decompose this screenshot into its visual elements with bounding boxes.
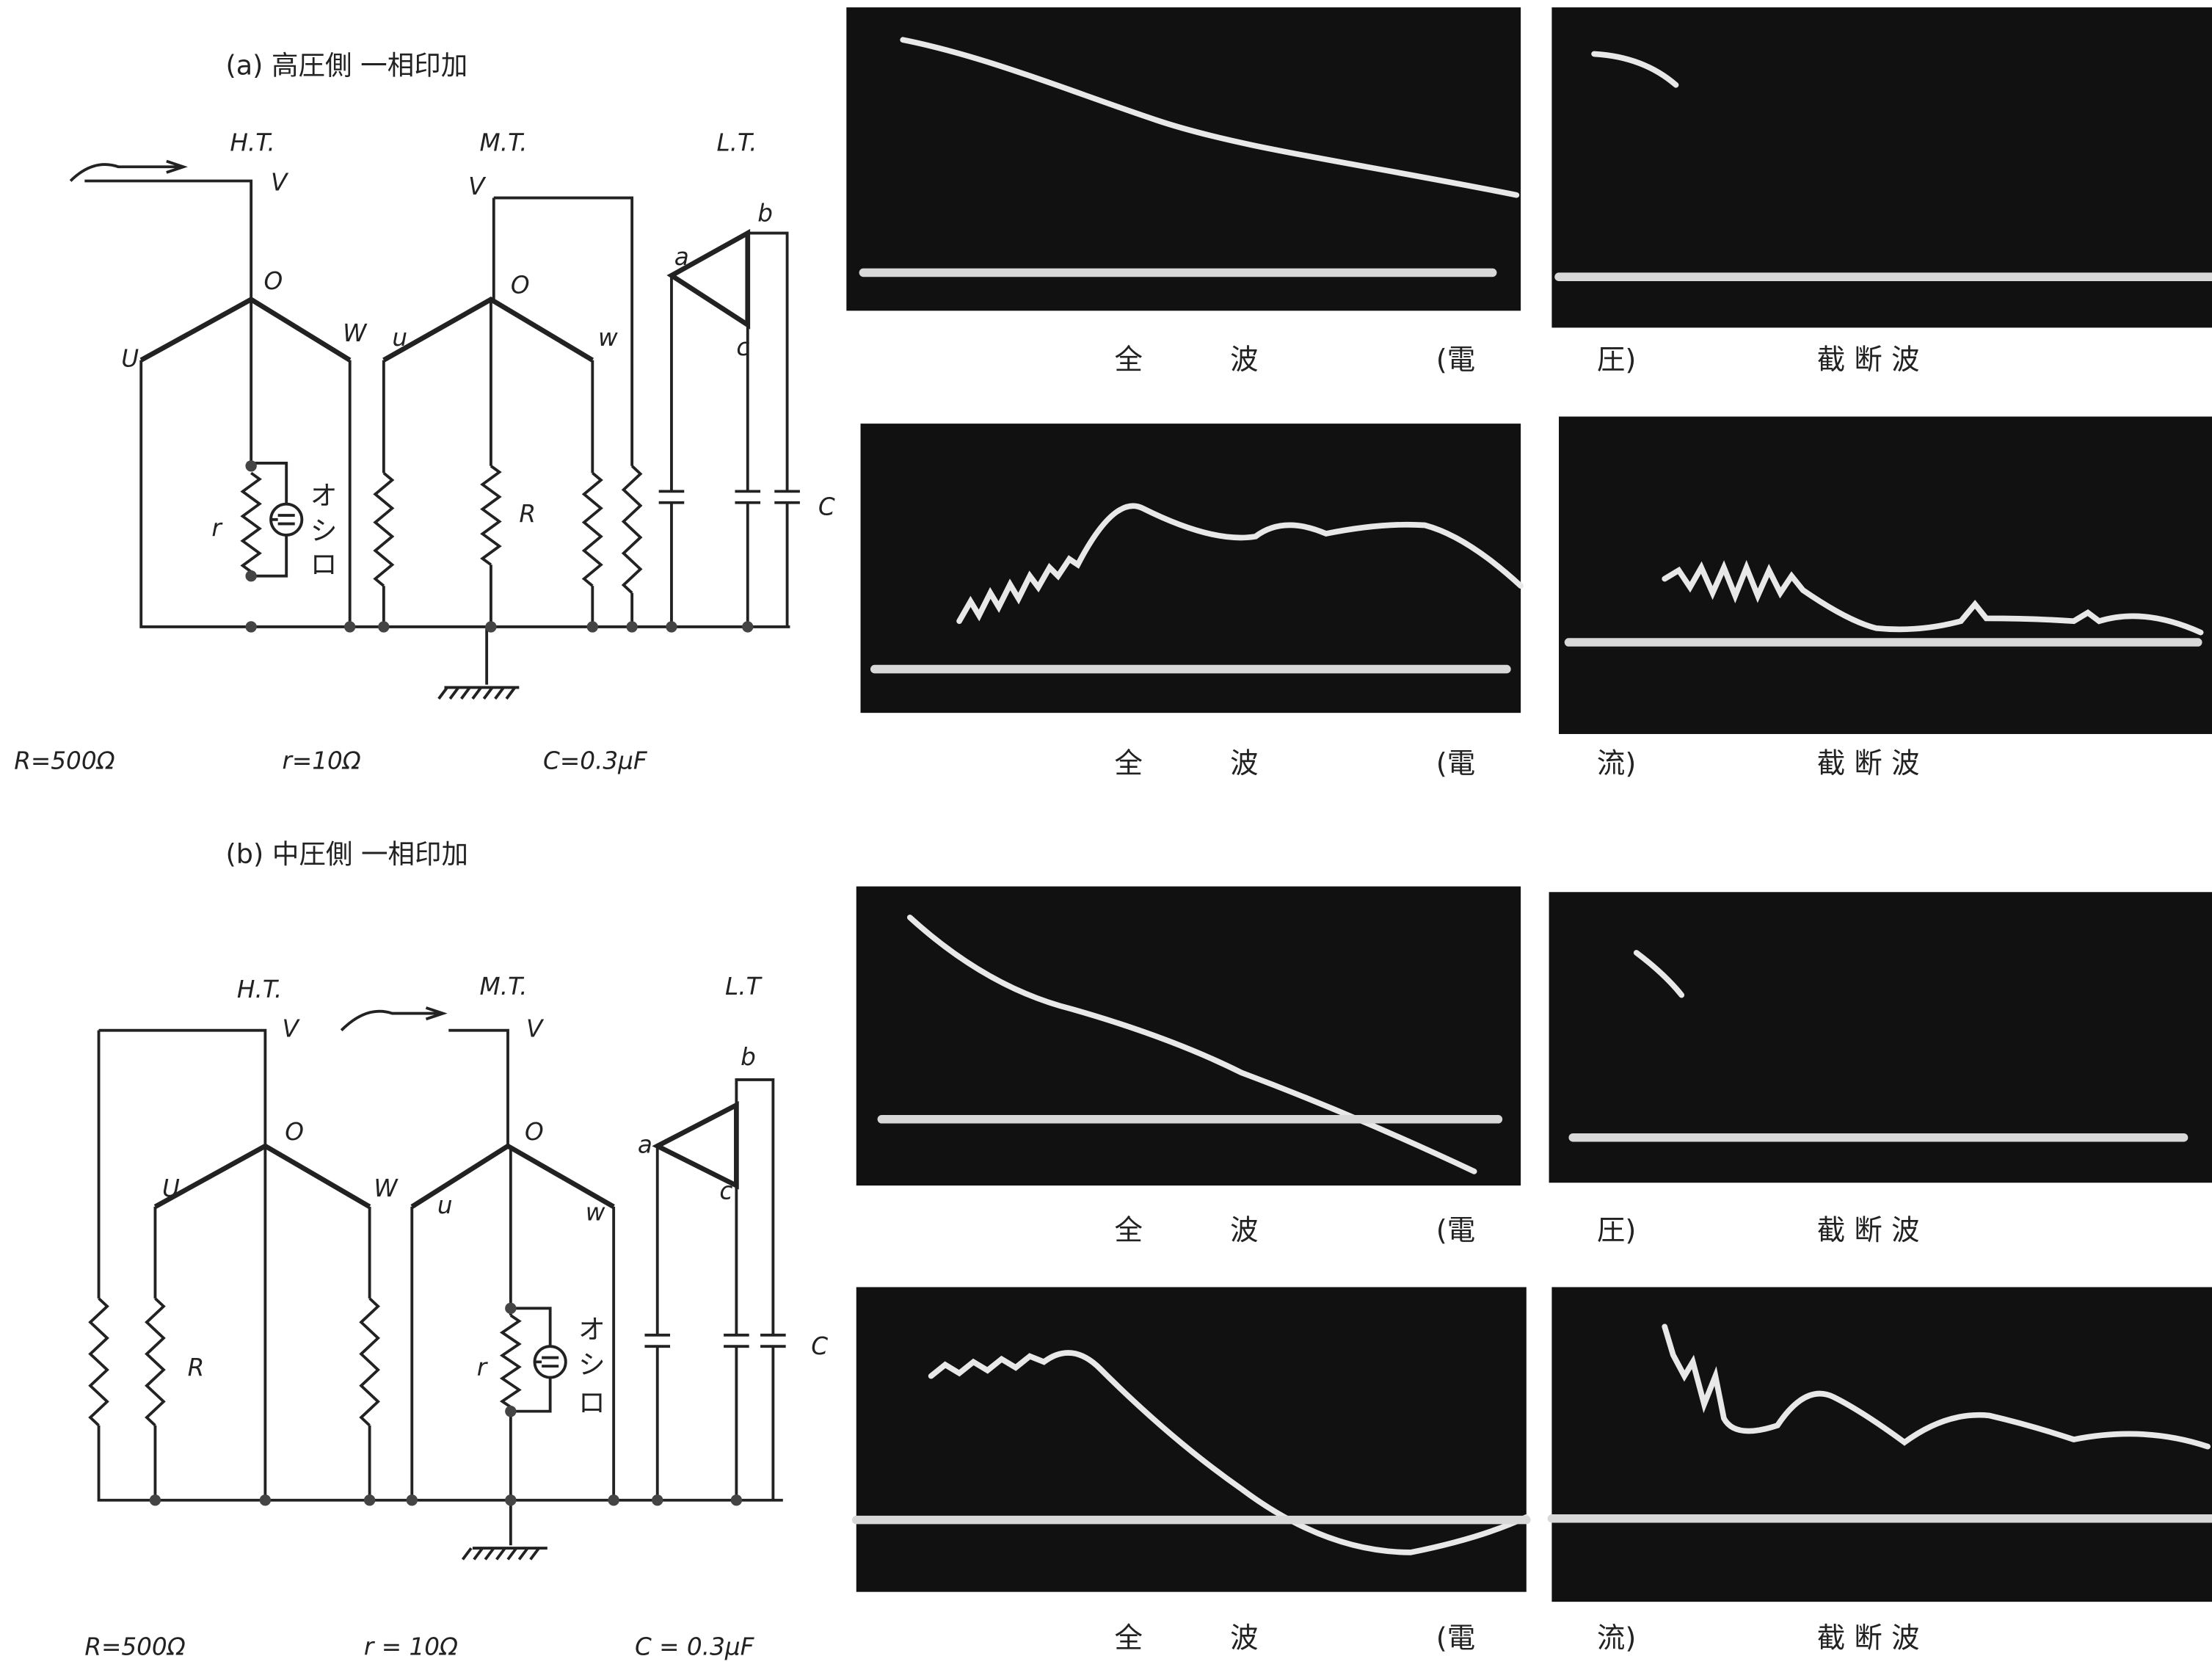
caption: 全 bbox=[1115, 1214, 1143, 1247]
junction bbox=[742, 621, 753, 632]
junction bbox=[378, 621, 389, 632]
circuit-label: c bbox=[719, 1177, 732, 1205]
circuit-label: b bbox=[757, 200, 773, 228]
caption: (電 bbox=[1436, 1214, 1475, 1247]
junction bbox=[407, 1495, 418, 1506]
circuit-label: w bbox=[586, 1199, 605, 1227]
circuit-label: W bbox=[374, 1174, 399, 1202]
junction bbox=[608, 1495, 619, 1506]
caption: 圧) bbox=[1597, 1214, 1636, 1247]
capacitor-gap bbox=[783, 491, 792, 502]
caption: 全 bbox=[1115, 1622, 1143, 1655]
circuit-label: U bbox=[121, 345, 139, 373]
caption: 截 断 波 bbox=[1817, 747, 1920, 780]
circuit-label: O bbox=[263, 267, 283, 295]
junction bbox=[245, 460, 256, 471]
circuit-label: w bbox=[598, 324, 618, 352]
circuit-label: シ bbox=[578, 1349, 605, 1381]
panel-title: (b) 中圧側 一相印加 bbox=[226, 838, 469, 870]
junction bbox=[260, 1495, 271, 1506]
circuit-label: オ bbox=[578, 1314, 605, 1345]
caption: 全 bbox=[1115, 747, 1143, 780]
circuit-label: オ bbox=[310, 480, 338, 512]
caption: 截 断 波 bbox=[1817, 1214, 1920, 1247]
circuit-label: R bbox=[519, 500, 536, 528]
junction bbox=[344, 621, 355, 632]
circuit-label: O bbox=[525, 1118, 544, 1146]
circuit-label: シ bbox=[310, 515, 338, 547]
junction bbox=[364, 1495, 375, 1506]
circuit-label: H.T. bbox=[230, 129, 274, 157]
caption: (電 bbox=[1436, 1622, 1475, 1655]
capacitor-gap bbox=[653, 1335, 662, 1346]
oscillogram bbox=[856, 1287, 1527, 1591]
caption: 波 bbox=[1230, 344, 1258, 377]
circuit-label: H.T. bbox=[237, 976, 282, 1003]
parameter: C = 0.3μF bbox=[635, 1633, 755, 1661]
oscillogram bbox=[1559, 416, 2212, 733]
circuit-label: ロ bbox=[310, 549, 338, 581]
circuit-label: U bbox=[162, 1174, 180, 1202]
circuit-label: ロ bbox=[578, 1387, 605, 1419]
parameter: C=0.3μF bbox=[543, 747, 648, 774]
junction bbox=[666, 621, 677, 632]
parameter: r=10Ω bbox=[282, 747, 360, 774]
capacitor-gap bbox=[667, 491, 676, 502]
capacitor-gap bbox=[732, 1335, 741, 1346]
caption: 波 bbox=[1230, 1622, 1258, 1655]
circuit-label: a bbox=[638, 1130, 652, 1158]
parameter: R=500Ω bbox=[14, 747, 114, 774]
junction bbox=[505, 1406, 516, 1417]
circuit-label: O bbox=[285, 1118, 304, 1146]
junction bbox=[652, 1495, 663, 1506]
caption: 波 bbox=[1230, 1214, 1258, 1247]
circuit-label: V bbox=[282, 1015, 300, 1043]
junction bbox=[505, 1495, 516, 1506]
caption: 流) bbox=[1597, 1622, 1636, 1655]
body: (a) 高圧側 一相印加H.T.M.T.L.T.VOUWVOuwabcrRCオシ… bbox=[0, 0, 2212, 1667]
junction bbox=[245, 621, 256, 632]
circuit-label: R bbox=[188, 1354, 205, 1381]
circuit-label: V bbox=[271, 168, 289, 196]
junction bbox=[245, 570, 256, 581]
circuit-label: V bbox=[468, 172, 487, 200]
caption: 圧) bbox=[1597, 344, 1636, 377]
circuit-label: c bbox=[736, 333, 749, 361]
circuit-label: b bbox=[741, 1043, 756, 1071]
panel-title: (a) 高圧側 一相印加 bbox=[226, 49, 468, 81]
junction bbox=[626, 621, 637, 632]
circuit-label: M.T. bbox=[480, 973, 528, 1000]
circuit-label: W bbox=[343, 319, 368, 347]
circuit-label: C bbox=[818, 493, 835, 520]
caption: 截 断 波 bbox=[1817, 344, 1920, 377]
circuit-label: u bbox=[437, 1191, 453, 1219]
caption: 波 bbox=[1230, 747, 1258, 780]
parameter: r = 10Ω bbox=[364, 1633, 458, 1661]
circuit-label: C bbox=[811, 1332, 828, 1360]
circuit-label: O bbox=[511, 272, 530, 299]
figure: (a) 高圧側 一相印加H.T.M.T.L.T.VOUWVOuwabcrRCオシ… bbox=[0, 0, 2212, 1667]
caption: (電 bbox=[1436, 747, 1475, 780]
page: {"panels": [ {"title": "(a) 高圧側 一相印加", "… bbox=[0, 0, 2212, 1667]
junction bbox=[505, 1303, 516, 1314]
caption: 全 bbox=[1115, 344, 1143, 377]
junction bbox=[731, 1495, 742, 1506]
caption: (電 bbox=[1436, 344, 1475, 377]
parameter: R=500Ω bbox=[84, 1633, 185, 1661]
caption: 流) bbox=[1597, 747, 1636, 780]
circuit-label: L.T bbox=[725, 973, 763, 1000]
circuit-label: u bbox=[392, 324, 407, 352]
circuit-label: V bbox=[526, 1015, 545, 1043]
oscillogram bbox=[856, 887, 1521, 1186]
junction bbox=[485, 621, 496, 632]
oscillogram bbox=[1551, 1287, 2212, 1602]
junction bbox=[587, 621, 598, 632]
capacitor-gap bbox=[769, 1335, 778, 1346]
circuit-label: a bbox=[674, 243, 689, 271]
junction bbox=[150, 1495, 161, 1506]
capacitor-gap bbox=[743, 491, 752, 502]
circuit-label: L.T. bbox=[716, 129, 757, 157]
caption: 截 断 波 bbox=[1817, 1622, 1920, 1655]
circuit-label: M.T. bbox=[480, 129, 528, 157]
